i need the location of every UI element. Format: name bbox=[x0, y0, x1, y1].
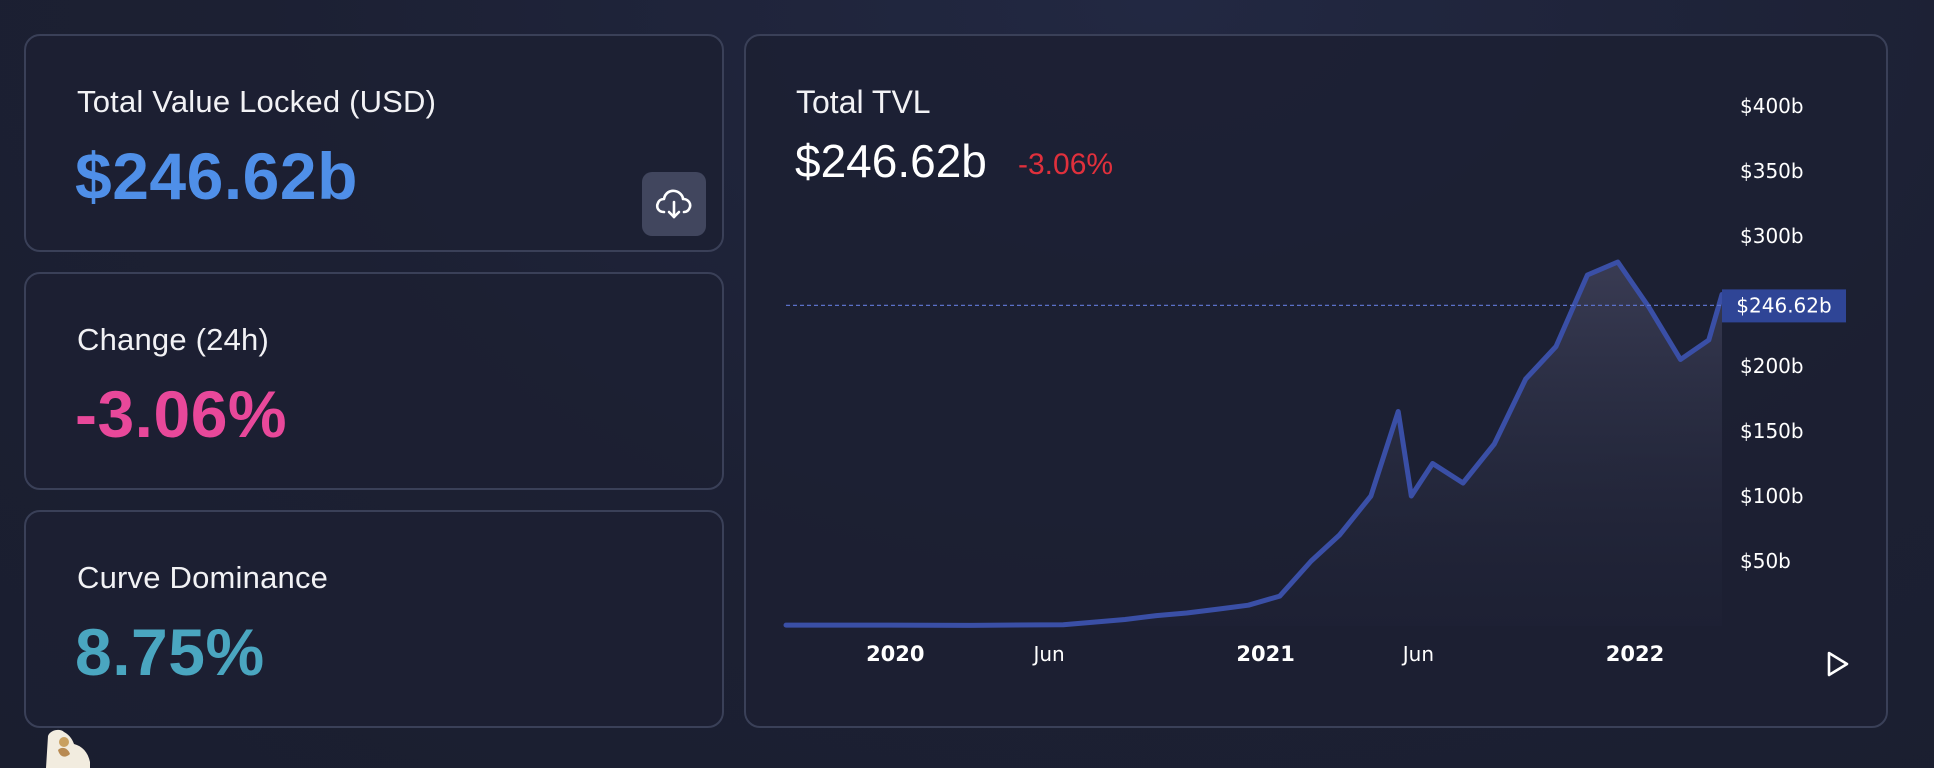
tvl-value: $246.62b bbox=[75, 139, 358, 213]
x-tick-label: 2021 bbox=[1236, 642, 1294, 666]
tvl-label: Total Value Locked (USD) bbox=[77, 84, 437, 119]
chart-value: $246.62b bbox=[795, 135, 987, 187]
change-label: Change (24h) bbox=[77, 322, 269, 357]
dominance-card: Curve Dominance 8.75% bbox=[24, 510, 724, 728]
y-tick-label: $300b bbox=[1740, 224, 1804, 248]
tvl-card: Total Value Locked (USD) $246.62b bbox=[24, 34, 724, 252]
y-tick-label: $400b bbox=[1740, 94, 1804, 118]
play-button[interactable] bbox=[1818, 644, 1858, 684]
dominance-label: Curve Dominance bbox=[77, 560, 329, 595]
x-tick-label: 2022 bbox=[1606, 642, 1664, 666]
chart-change: -3.06% bbox=[1018, 148, 1114, 181]
play-icon bbox=[1827, 651, 1849, 677]
y-tick-label: $50b bbox=[1740, 549, 1791, 573]
tvl-area bbox=[786, 262, 1722, 626]
tvl-line bbox=[783, 259, 1725, 628]
tvl-chart-card: $246.62b $400b $350b $300b $200b $150b $100b $5… bbox=[744, 34, 1888, 728]
current-value-label: $246.62b bbox=[1736, 293, 1831, 317]
dominance-value: 8.75% bbox=[75, 615, 265, 689]
x-tick-label: Jun bbox=[1031, 642, 1064, 666]
change-value: -3.06% bbox=[75, 377, 288, 451]
y-tick-label: $200b bbox=[1740, 354, 1804, 378]
current-value-marker bbox=[1722, 289, 1846, 323]
avatar bbox=[46, 729, 90, 768]
cloud-download-icon bbox=[655, 189, 692, 219]
y-tick-label: $150b bbox=[1740, 419, 1804, 443]
tvl-chart[interactable]: $246.62b $400b $350b $300b $200b $150b $100b $5… bbox=[746, 36, 1886, 726]
x-tick-label: 2020 bbox=[866, 642, 924, 666]
chart-title: Total TVL bbox=[796, 84, 931, 120]
x-tick-label: Jun bbox=[1401, 642, 1434, 666]
y-tick-label: $350b bbox=[1740, 159, 1804, 183]
download-button[interactable] bbox=[642, 172, 706, 236]
y-tick-label: $100b bbox=[1740, 484, 1804, 508]
change-card: Change (24h) -3.06% bbox=[24, 272, 724, 490]
